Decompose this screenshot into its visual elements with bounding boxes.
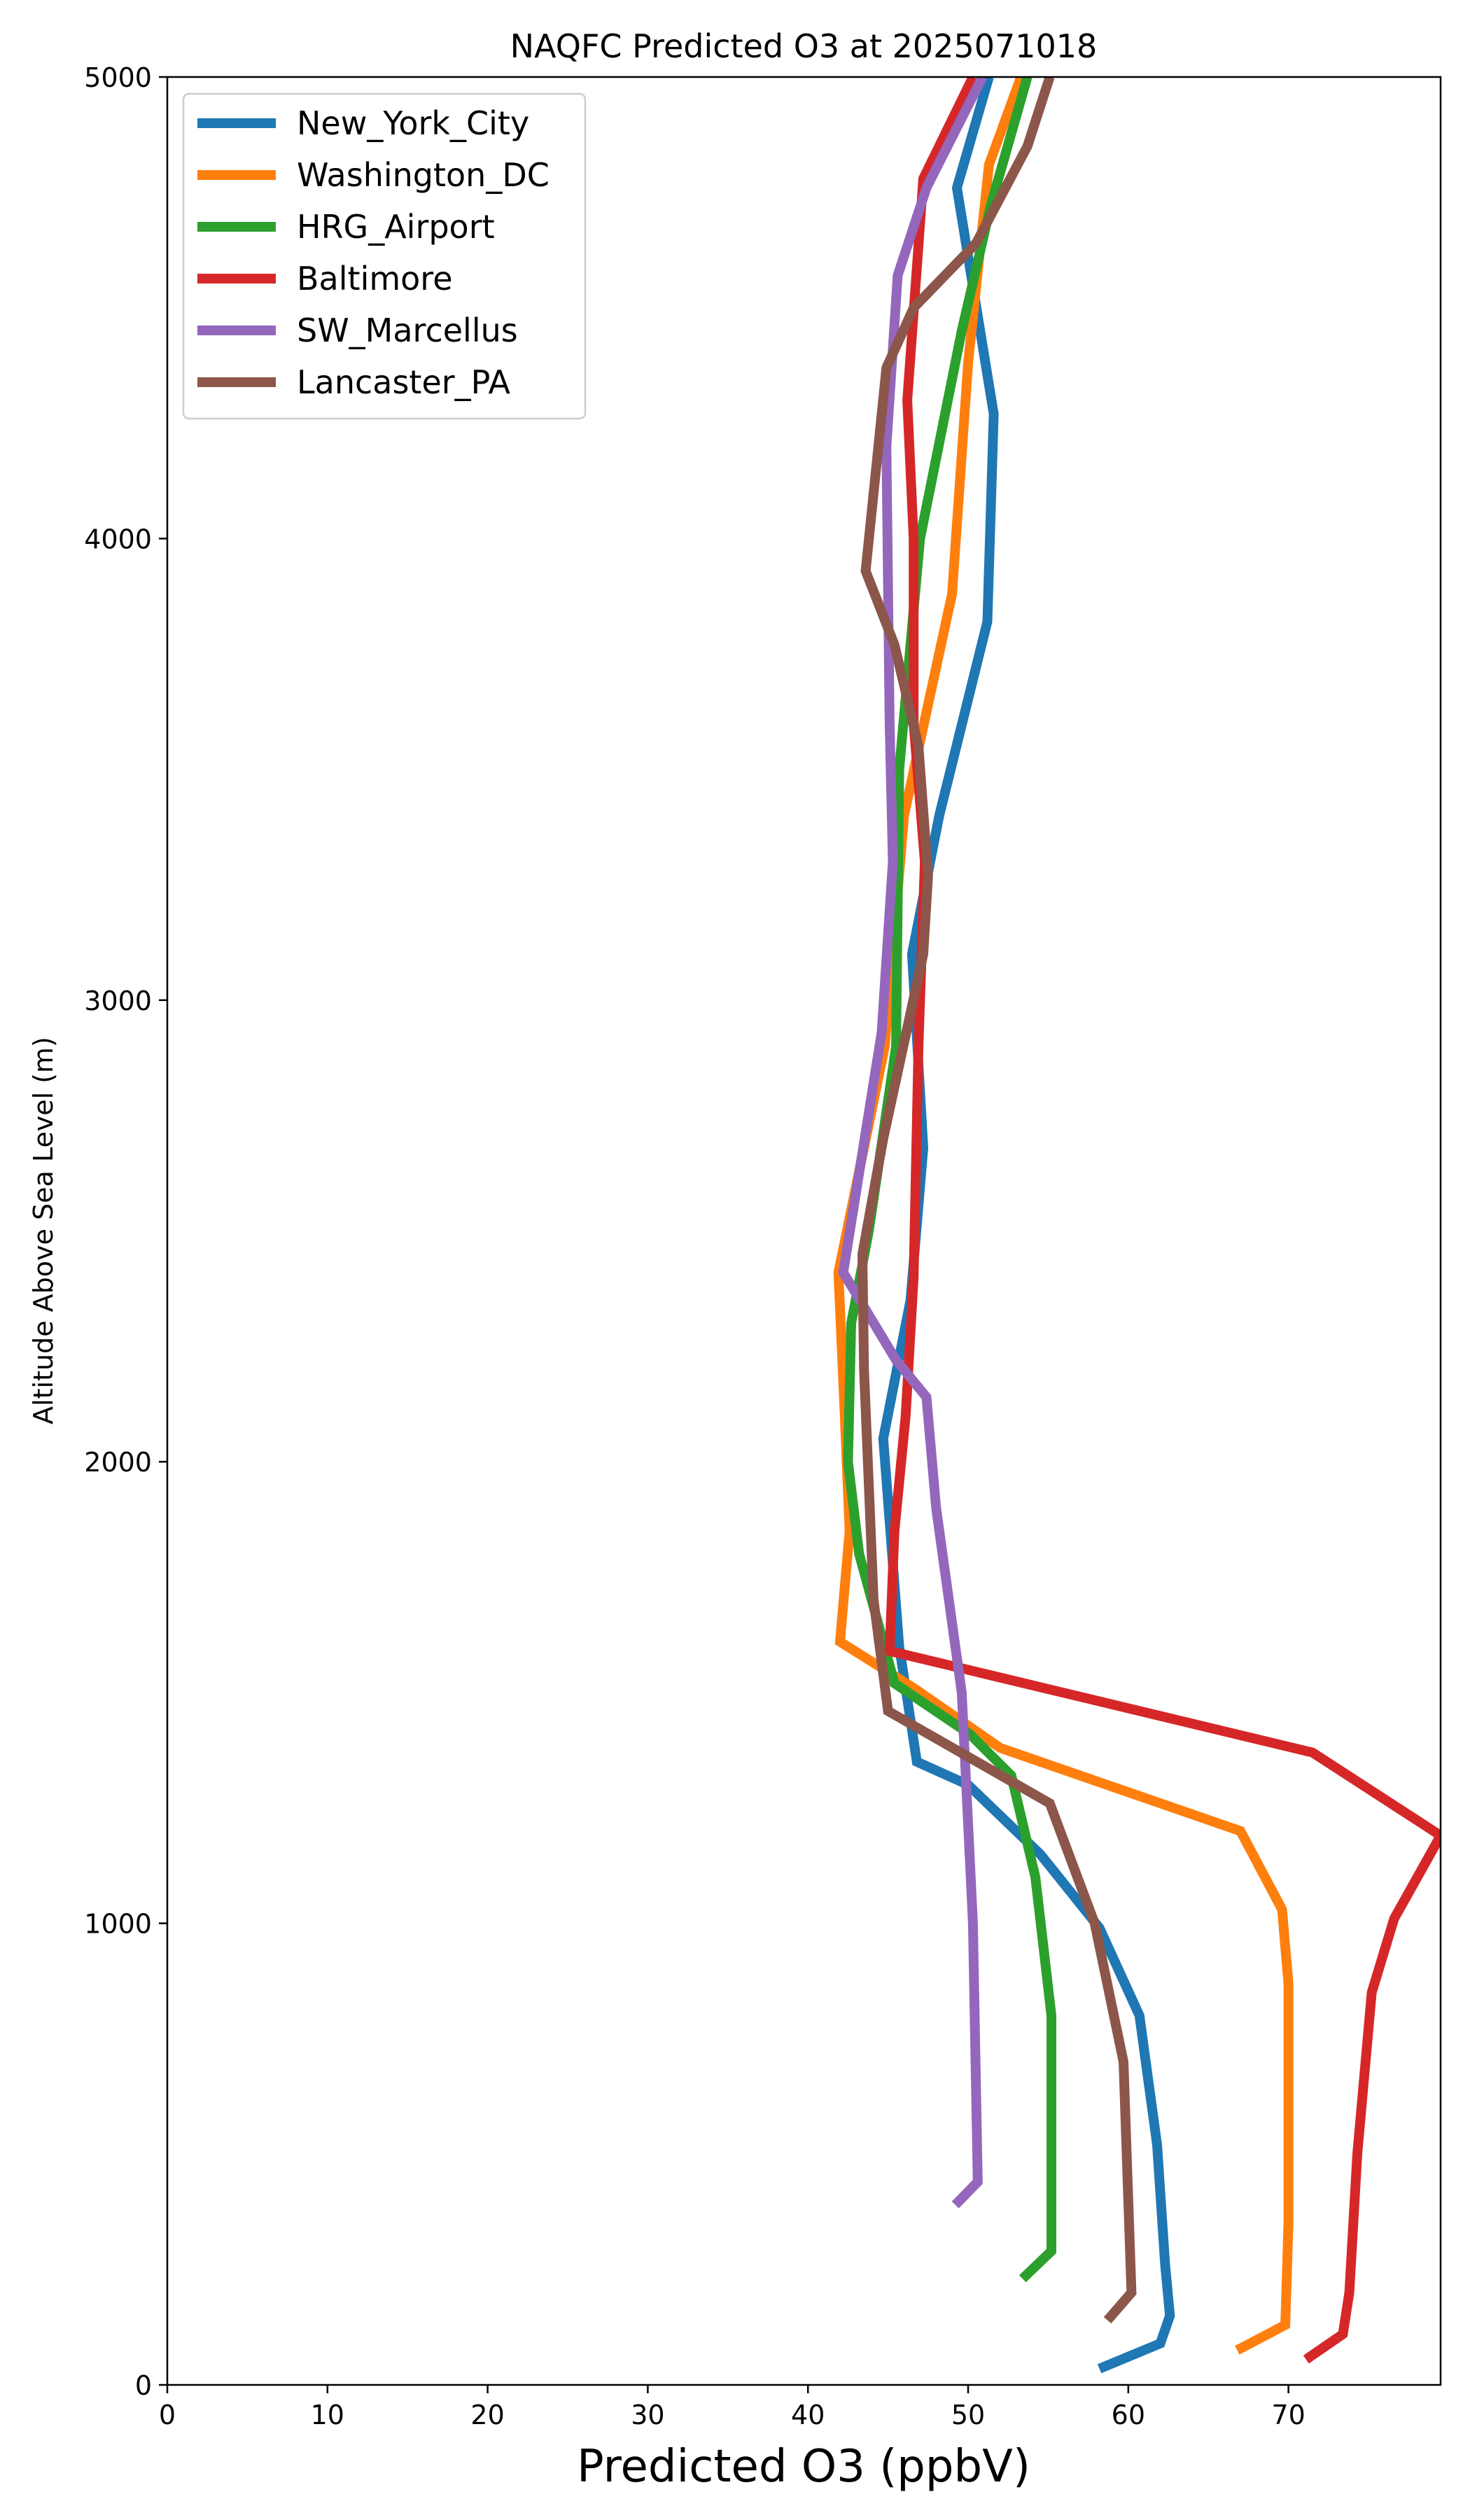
plot-frame xyxy=(166,76,1442,2386)
x-tick-label: 30 xyxy=(631,2400,664,2430)
x-tick-label: 0 xyxy=(159,2400,176,2430)
series-line-lancaster-pa xyxy=(857,77,1137,2324)
y-tick-label: 1000 xyxy=(84,1909,152,1940)
y-tick-label: 2000 xyxy=(84,1447,152,1478)
legend-frame xyxy=(182,92,587,420)
legend-label: Washington_DC xyxy=(297,156,550,194)
series-line-sw-marcellus xyxy=(838,77,987,2208)
x-tick-label: 10 xyxy=(311,2400,344,2430)
legend-label: Baltimore xyxy=(297,260,453,298)
x-axis-label: Predicted O3 (ppbV) xyxy=(577,2441,1030,2493)
series-line-new-york-city xyxy=(878,77,1175,2374)
x-axis-ticks: 0 10 20 30 40 50 60 70 xyxy=(159,2385,1306,2430)
y-tick-label: 0 xyxy=(135,2370,152,2401)
legend-label: SW_Marcellus xyxy=(297,312,518,349)
x-tick-label: 60 xyxy=(1112,2400,1145,2430)
series-line-washington-dc xyxy=(833,77,1294,2355)
y-tick-label: 5000 xyxy=(84,62,152,93)
series-layer xyxy=(833,77,1441,2374)
y-tick-label: 4000 xyxy=(84,524,152,554)
y-tick-label: 3000 xyxy=(84,986,152,1016)
y-axis-ticks: 0 1000 2000 3000 4000 5000 xyxy=(84,62,167,2401)
legend: New_York_City Washington_DC HRG_Airport Bal… xyxy=(182,92,587,420)
series-line-baltimore xyxy=(884,77,1441,2364)
legend-label: Lancaster_PA xyxy=(297,363,510,401)
x-tick-label: 20 xyxy=(470,2400,504,2430)
x-tick-label: 50 xyxy=(951,2400,985,2430)
y-axis-label: Altitude Above Sea Level (m) xyxy=(28,1037,59,1424)
chart-title: NAQFC Predicted O3 at 2025071018 xyxy=(510,27,1098,65)
legend-label: HRG_Airport xyxy=(297,208,495,246)
x-tick-label: 70 xyxy=(1271,2400,1305,2430)
legend-label: New_York_City xyxy=(297,104,529,142)
x-tick-label: 40 xyxy=(791,2400,825,2430)
series-line-hrg-airport xyxy=(843,77,1056,2283)
